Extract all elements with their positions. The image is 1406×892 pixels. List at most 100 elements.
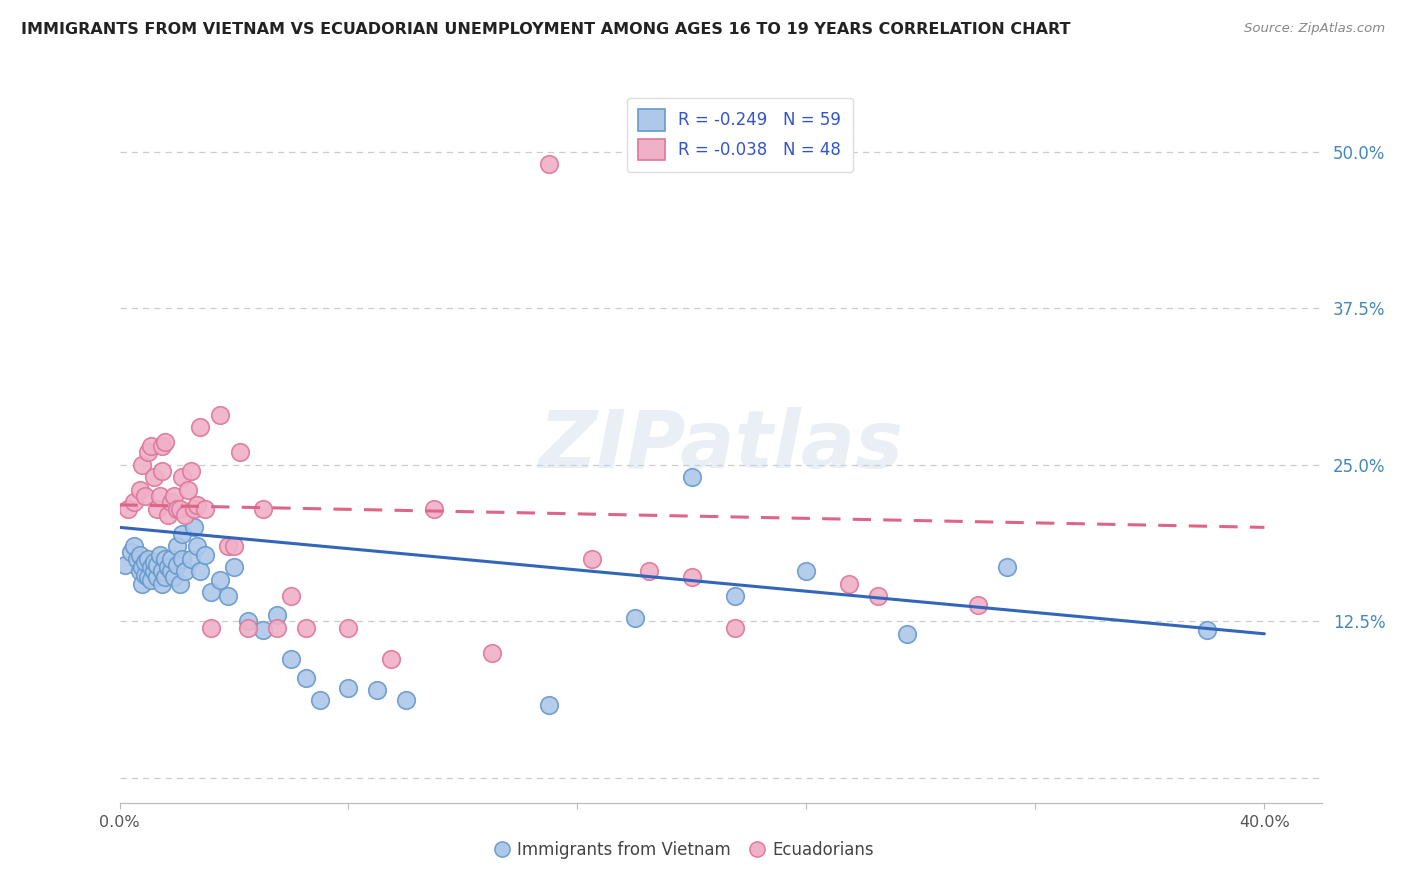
Point xyxy=(155,551,177,566)
Point xyxy=(681,470,703,484)
Point xyxy=(967,598,990,612)
Point xyxy=(139,560,162,574)
Text: IMMIGRANTS FROM VIETNAM VS ECUADORIAN UNEMPLOYMENT AMONG AGES 16 TO 19 YEARS COR: IMMIGRANTS FROM VIETNAM VS ECUADORIAN UN… xyxy=(21,22,1070,37)
Point xyxy=(294,621,316,635)
Point xyxy=(194,501,217,516)
Point xyxy=(136,570,159,584)
Point xyxy=(280,589,302,603)
Point xyxy=(134,489,156,503)
Point xyxy=(142,470,165,484)
Point xyxy=(152,464,174,478)
Point xyxy=(537,157,560,171)
Text: ZIPatlas: ZIPatlas xyxy=(538,407,903,485)
Point xyxy=(623,610,645,624)
Point xyxy=(169,501,191,516)
Point xyxy=(131,560,153,574)
Point xyxy=(395,693,418,707)
Text: Source: ZipAtlas.com: Source: ZipAtlas.com xyxy=(1244,22,1385,36)
Point xyxy=(157,560,180,574)
Point xyxy=(145,501,167,516)
Point xyxy=(866,589,889,603)
Point xyxy=(337,681,360,695)
Point xyxy=(145,570,167,584)
Point xyxy=(183,501,205,516)
Point xyxy=(172,526,194,541)
Point xyxy=(128,483,150,497)
Point xyxy=(228,445,252,459)
Point xyxy=(217,589,239,603)
Point xyxy=(131,458,153,472)
Point xyxy=(145,558,167,572)
Point xyxy=(152,576,174,591)
Point xyxy=(724,621,747,635)
Point xyxy=(136,551,159,566)
Point xyxy=(120,545,142,559)
Point xyxy=(638,564,661,578)
Point xyxy=(337,621,360,635)
Point xyxy=(152,564,174,578)
Point xyxy=(200,621,222,635)
Point xyxy=(1197,623,1219,637)
Point xyxy=(174,564,197,578)
Point xyxy=(152,439,174,453)
Point xyxy=(180,464,202,478)
Point xyxy=(134,568,156,582)
Point xyxy=(380,652,402,666)
Point xyxy=(177,483,200,497)
Point xyxy=(160,564,183,578)
Point xyxy=(149,548,172,562)
Point xyxy=(155,435,177,450)
Point xyxy=(114,558,136,572)
Point xyxy=(194,548,217,562)
Point xyxy=(222,560,245,574)
Point xyxy=(149,489,172,503)
Point xyxy=(309,693,332,707)
Point xyxy=(163,570,186,584)
Point xyxy=(366,683,388,698)
Point xyxy=(995,560,1018,574)
Point xyxy=(581,551,603,566)
Point xyxy=(266,607,288,622)
Point xyxy=(481,646,503,660)
Point xyxy=(186,539,208,553)
Point xyxy=(139,439,162,453)
Point xyxy=(724,589,747,603)
Point xyxy=(896,627,918,641)
Point xyxy=(172,551,194,566)
Point xyxy=(134,556,156,570)
Point xyxy=(252,623,274,637)
Point xyxy=(172,470,194,484)
Point xyxy=(136,445,159,459)
Point xyxy=(122,539,145,553)
Point xyxy=(294,671,316,685)
Point xyxy=(160,495,183,509)
Point xyxy=(157,508,180,522)
Point xyxy=(681,570,703,584)
Point xyxy=(122,495,145,509)
Point xyxy=(217,539,239,553)
Point xyxy=(139,573,162,587)
Point xyxy=(796,564,818,578)
Point xyxy=(222,539,245,553)
Point xyxy=(252,501,274,516)
Legend: Immigrants from Vietnam, Ecuadorians: Immigrants from Vietnam, Ecuadorians xyxy=(488,835,880,866)
Point xyxy=(169,576,191,591)
Point xyxy=(142,564,165,578)
Point xyxy=(155,570,177,584)
Point xyxy=(128,548,150,562)
Point xyxy=(208,573,231,587)
Point xyxy=(142,556,165,570)
Point xyxy=(280,652,302,666)
Point xyxy=(537,698,560,713)
Point xyxy=(238,621,260,635)
Point xyxy=(838,576,860,591)
Point xyxy=(128,564,150,578)
Point xyxy=(238,614,260,628)
Point xyxy=(200,585,222,599)
Point xyxy=(160,551,183,566)
Point xyxy=(166,501,188,516)
Point xyxy=(423,501,446,516)
Point xyxy=(183,520,205,534)
Point xyxy=(186,498,208,512)
Point xyxy=(131,576,153,591)
